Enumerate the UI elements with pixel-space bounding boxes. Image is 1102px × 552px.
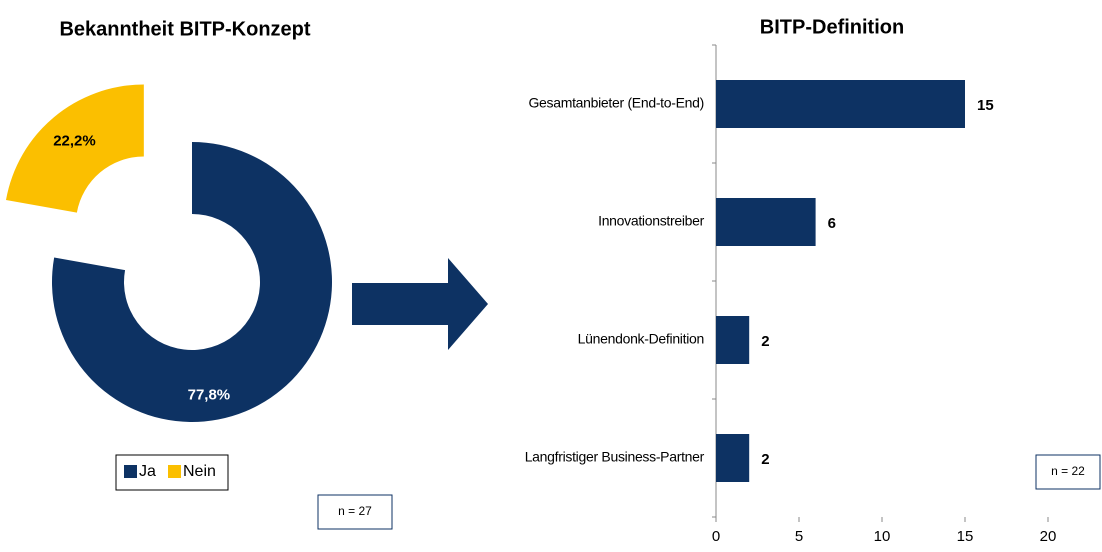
legend-label: Ja bbox=[139, 463, 156, 480]
data-label: 77,8% bbox=[188, 387, 231, 404]
y-tick-label: Langfristiger Business-Partner bbox=[525, 449, 705, 465]
legend-swatch bbox=[124, 465, 137, 478]
y-tick-label: Gesamtanbieter (End-to-End) bbox=[528, 95, 704, 111]
bar bbox=[716, 80, 965, 128]
data-label: 22,2% bbox=[53, 133, 96, 150]
note: n = 22 bbox=[1051, 464, 1085, 478]
data-label: 15 bbox=[977, 97, 994, 114]
bar bbox=[716, 316, 750, 364]
note-box bbox=[1035, 454, 1101, 490]
y-tick-label: Innovationstreiber bbox=[598, 213, 705, 229]
bar bbox=[716, 198, 816, 246]
donut-slice bbox=[5, 84, 144, 213]
note: n = 27 bbox=[338, 504, 372, 518]
x-tick-label: 5 bbox=[795, 528, 803, 545]
x-tick-label: 15 bbox=[957, 528, 974, 545]
donut-slice bbox=[52, 142, 333, 422]
x-tick-label: 10 bbox=[874, 528, 891, 545]
data-label: 2 bbox=[761, 333, 769, 350]
y-tick-label: Lünendonk-Definition bbox=[578, 331, 704, 347]
note-box bbox=[317, 494, 393, 530]
x-tick-label: 20 bbox=[1040, 528, 1057, 545]
bar bbox=[716, 434, 750, 482]
data-label: 6 bbox=[828, 215, 836, 232]
donut-title: Bekanntheit BITP-Konzept bbox=[59, 18, 310, 40]
legend-swatch bbox=[168, 465, 181, 478]
arrow bbox=[352, 258, 488, 350]
legend-label: Nein bbox=[183, 463, 216, 480]
x-tick-label: 0 bbox=[712, 528, 720, 545]
data-label: 2 bbox=[761, 451, 769, 468]
bar-title: BITP-Definition bbox=[760, 16, 904, 38]
